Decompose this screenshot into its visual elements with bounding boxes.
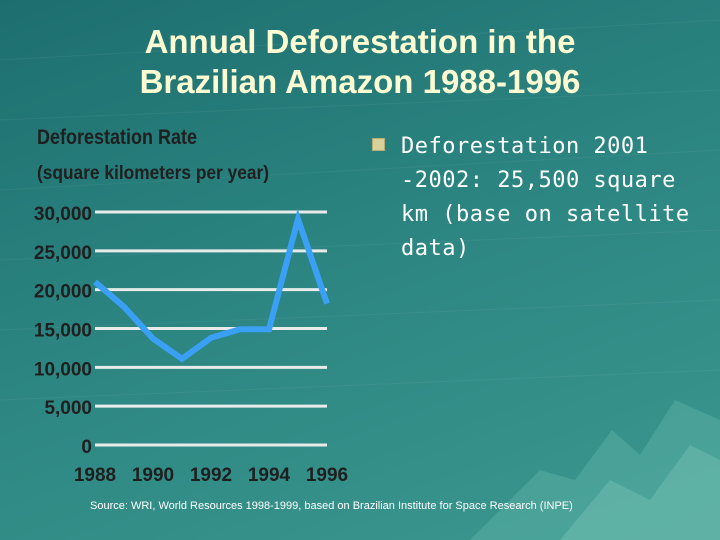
y-tick-label: 0 [81, 437, 92, 458]
source-citation: Source: WRI, World Resources 1998-1999, … [90, 500, 573, 512]
y-tick-label: 30,000 [34, 204, 92, 225]
slide-title-line-2: Brazilian Amazon 1988-1996 [139, 63, 581, 100]
chart-subtitle: (square kilometers per year) [37, 163, 269, 184]
x-tick-label: 1992 [190, 465, 232, 486]
slide-title-line-1: Annual Deforestation in the [144, 23, 576, 60]
y-tick-label: 15,000 [34, 321, 92, 342]
slide-title: Annual Deforestation in the Brazilian Am… [40, 22, 680, 102]
deforestation-line-chart: Deforestation Rate (square kilometers pe… [34, 126, 348, 486]
x-tick-label: 1988 [74, 465, 116, 486]
y-tick-label: 10,000 [34, 359, 92, 380]
x-tick-label: 1994 [248, 465, 291, 486]
y-tick-label: 25,000 [34, 243, 92, 264]
bullet-marker [372, 138, 385, 151]
chart-title: Deforestation Rate [37, 126, 197, 149]
y-tick-label: 20,000 [34, 282, 92, 303]
y-tick-label: 5,000 [44, 398, 92, 419]
bullet-text: Deforestation 2001 -2002: 25,500 square … [401, 134, 690, 261]
x-tick-label: 1996 [306, 465, 348, 486]
x-tick-label: 1990 [132, 465, 174, 486]
